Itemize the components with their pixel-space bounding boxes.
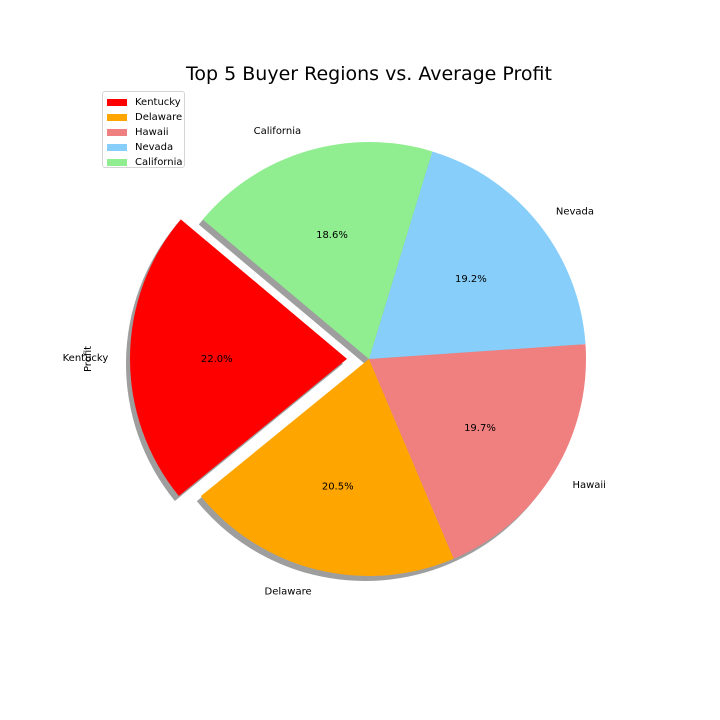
legend-swatch: [107, 129, 127, 136]
slice-label-hawaii: Hawaii: [572, 480, 606, 491]
slice-labels: Kentucky Delaware Hawaii Nevada California: [63, 126, 606, 598]
legend-swatch: [107, 114, 127, 121]
chart-title: Top 5 Buyer Regions vs. Average Profit: [185, 63, 552, 85]
slice-nevada: [369, 151, 586, 359]
slice-kentucky: [130, 219, 348, 496]
legend-label: Kentucky: [135, 97, 181, 108]
y-axis-label: Profit: [83, 346, 94, 372]
legend-item-delaware: Delaware: [107, 110, 184, 125]
slice-california: [202, 142, 433, 359]
slice-label-kentucky: Kentucky: [63, 353, 109, 364]
slice-percent-kentucky: 22.0%: [201, 354, 233, 365]
slice-percent-hawaii: 19.7%: [464, 423, 496, 434]
legend-label: Hawaii: [135, 127, 169, 138]
legend-swatch: [107, 99, 127, 106]
slice-percent-california: 18.6%: [316, 230, 348, 241]
slice-percent-delaware: 20.5%: [322, 481, 354, 492]
slice-percent-nevada: 19.2%: [455, 274, 487, 285]
legend-label: Delaware: [135, 112, 183, 123]
pie-slices: [130, 142, 586, 576]
slice-label-california: California: [254, 126, 302, 137]
slice-label-delaware: Delaware: [265, 587, 312, 598]
legend-item-kentucky: Kentucky: [107, 95, 184, 110]
legend-item-nevada: Nevada: [107, 140, 184, 155]
legend-swatch: [107, 159, 127, 166]
legend-label: Nevada: [135, 142, 174, 153]
legend-item-hawaii: Hawaii: [107, 125, 184, 140]
slice-delaware: [200, 359, 454, 576]
slice-label-nevada: Nevada: [556, 206, 594, 217]
legend-label: California: [135, 157, 183, 168]
legend-item-california: California: [107, 155, 184, 170]
chart-legend: Kentucky Delaware Hawaii Nevada California: [102, 91, 185, 168]
legend-swatch: [107, 144, 127, 151]
slice-hawaii: [369, 344, 586, 559]
slice-percent-labels: 22.0% 20.5% 19.7% 19.2% 18.6%: [201, 230, 496, 492]
